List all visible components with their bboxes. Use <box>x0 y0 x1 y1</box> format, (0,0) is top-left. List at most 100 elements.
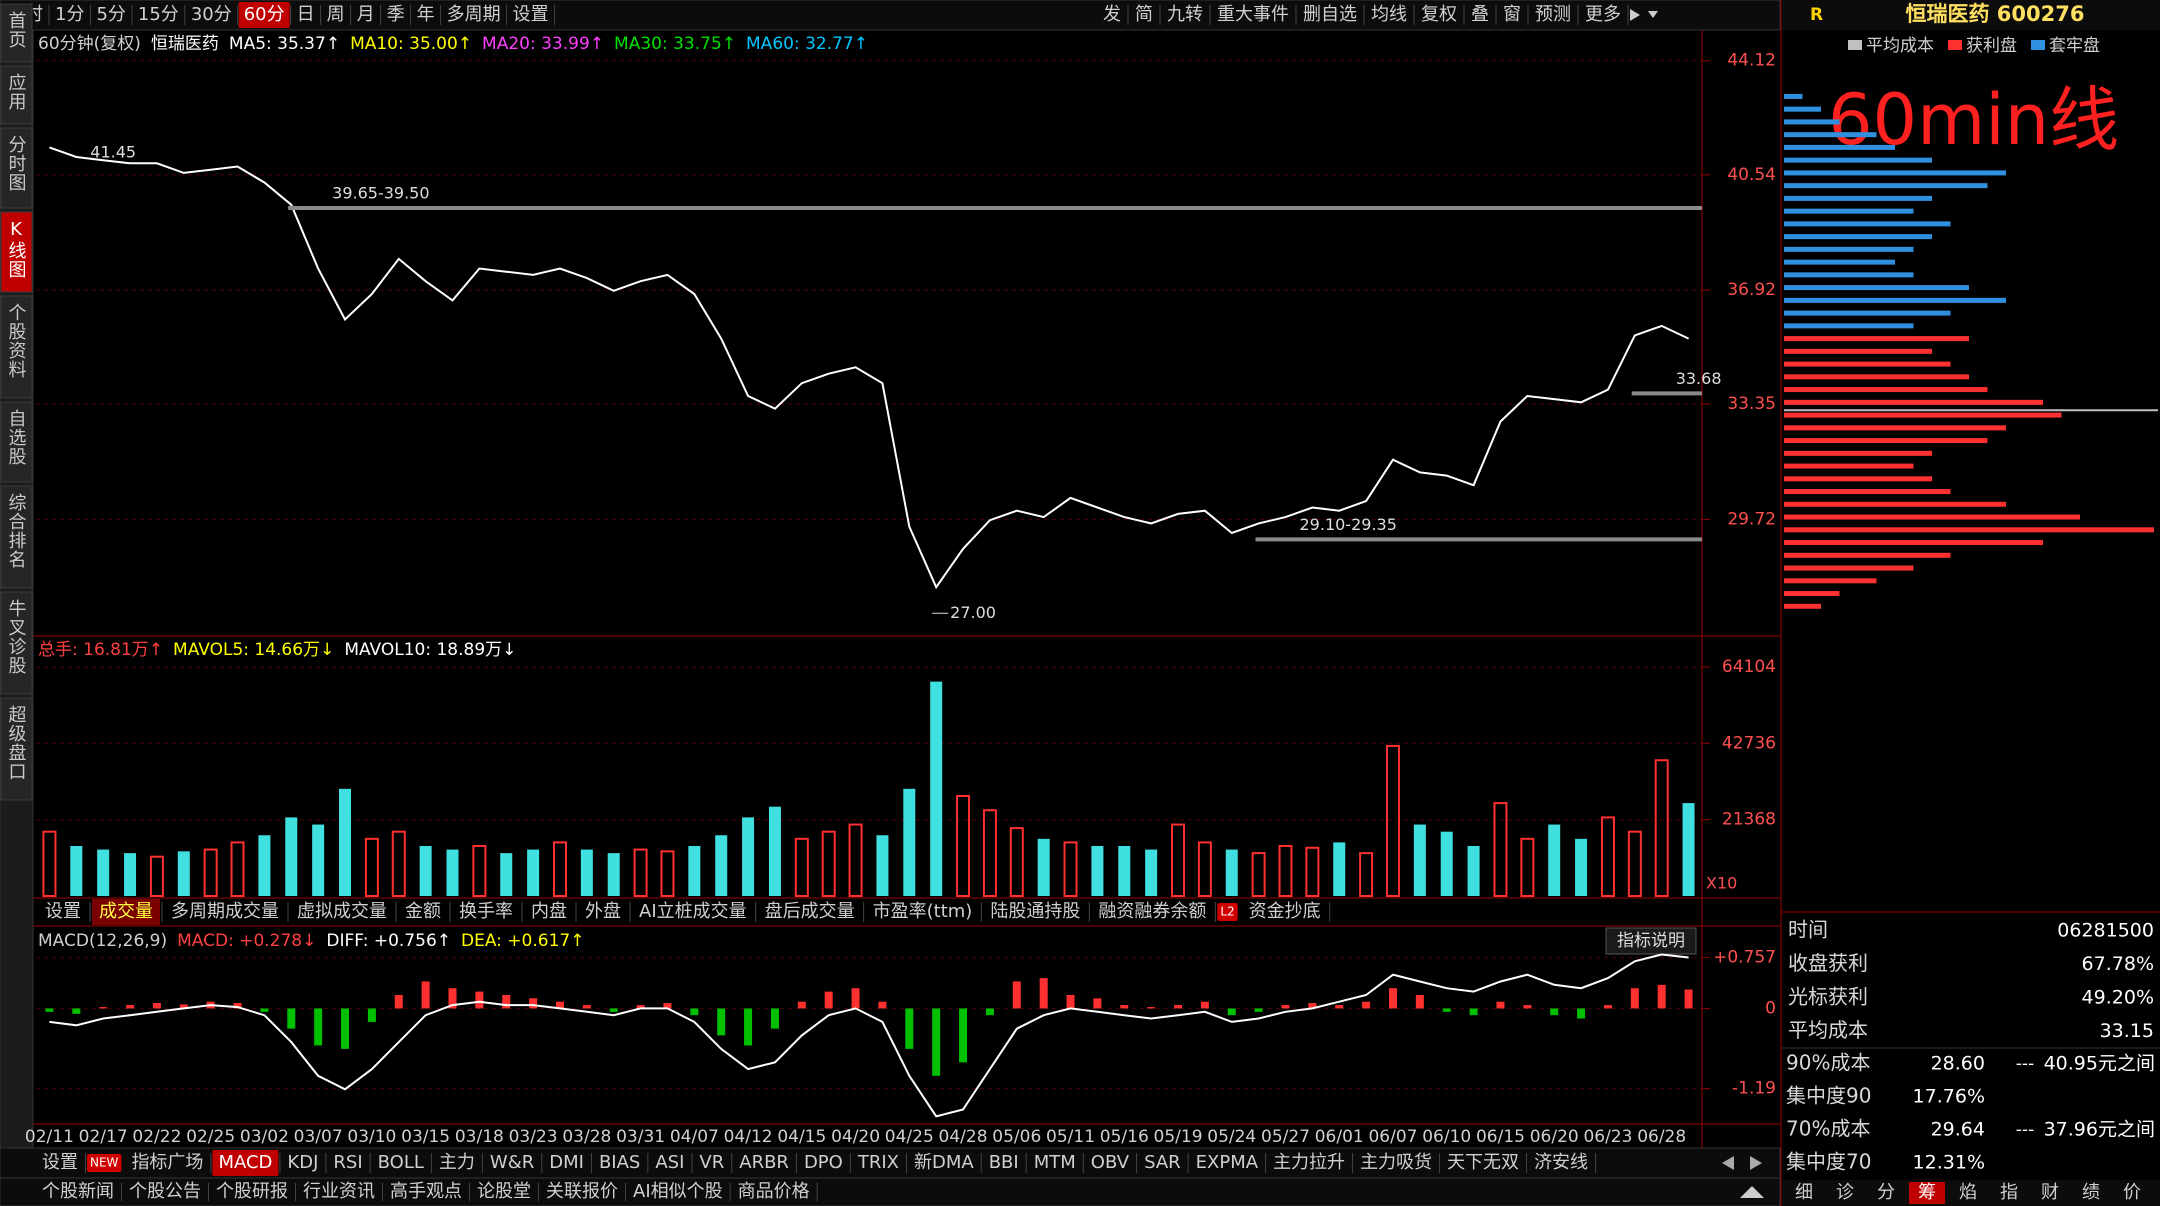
indicator-tab[interactable]: 济安线 <box>1534 1152 1588 1173</box>
collapse-button[interactable] <box>1740 1186 1764 1198</box>
period-tab[interactable]: 季 <box>387 4 405 25</box>
indicator-tab[interactable]: BOLL <box>378 1152 424 1173</box>
indicator-tab[interactable]: 主力拉升 <box>1273 1152 1345 1173</box>
sidebar-item[interactable]: K线图 <box>6 219 27 279</box>
news-tab[interactable]: 个股公告 <box>129 1181 201 1202</box>
toolbar-action[interactable]: 窗 <box>1503 4 1521 25</box>
toolbar-action[interactable]: 发 <box>1103 4 1121 25</box>
indicator-tab[interactable]: BBI <box>989 1152 1019 1173</box>
sidebar-item[interactable]: 个股资料 <box>6 303 27 379</box>
panel-tab[interactable]: 诊 <box>1836 1182 1854 1203</box>
news-tab[interactable]: 个股研报 <box>216 1181 288 1202</box>
toolbar-action[interactable]: 删自选 <box>1303 4 1357 25</box>
toolbar-action[interactable]: 更多 <box>1585 4 1621 25</box>
panel-tab[interactable]: 分 <box>1877 1182 1895 1203</box>
news-tab[interactable]: 高手观点 <box>390 1181 462 1202</box>
toolbar-action[interactable]: 九转 <box>1167 4 1203 25</box>
toolbar-action[interactable]: 简 <box>1135 4 1153 25</box>
period-tab[interactable]: 日 <box>297 4 315 25</box>
help-button[interactable] <box>1605 927 1697 955</box>
sidebar-item-bg[interactable] <box>0 697 33 801</box>
sidebar-item[interactable]: 超级盘口 <box>6 705 27 781</box>
sidebar-item-bg[interactable] <box>0 211 33 293</box>
panel-tab[interactable]: 指 <box>2000 1182 2018 1203</box>
indicator-tab[interactable]: MACD <box>218 1152 272 1173</box>
indicator-tab[interactable]: 设置 <box>42 1152 78 1173</box>
sidebar-item[interactable]: 首页 <box>6 11 27 49</box>
toolbar-action[interactable]: 复权 <box>1421 4 1457 25</box>
indicator-tab[interactable]: 市盈率(ttm) <box>873 901 973 922</box>
indicator-tab[interactable]: 资金抄底 <box>1249 901 1321 922</box>
indicator-tab[interactable]: KDJ <box>287 1152 318 1173</box>
sidebar-item[interactable]: 牛叉诊股 <box>6 599 27 675</box>
toolbar-action[interactable]: 重大事件 <box>1217 4 1289 25</box>
news-tab[interactable]: 关联报价 <box>546 1181 618 1202</box>
sidebar-item[interactable]: 综合排名 <box>6 493 27 569</box>
indicator-tab[interactable]: 外盘 <box>585 901 621 922</box>
indicator-tab[interactable]: 新DMA <box>914 1152 974 1173</box>
indicator-tab[interactable]: 成交量 <box>99 901 153 922</box>
indicator-tab[interactable]: 主力吸货 <box>1360 1152 1432 1173</box>
sidebar-item-bg[interactable] <box>0 65 33 125</box>
period-tab[interactable]: 60分 <box>244 4 285 25</box>
period-tab[interactable]: 月 <box>357 4 375 25</box>
indicator-tab[interactable]: 天下无双 <box>1447 1152 1519 1173</box>
period-tab[interactable]: 年 <box>417 4 435 25</box>
tab-bg[interactable] <box>212 1150 279 1176</box>
sidebar-item-bg[interactable] <box>0 3 33 63</box>
toolbar-action[interactable]: 叠 <box>1471 4 1489 25</box>
indicator-tab[interactable]: SAR <box>1144 1152 1181 1173</box>
panel-tab[interactable]: 焰 <box>1959 1182 1977 1203</box>
news-tab[interactable]: 个股新闻 <box>42 1181 114 1202</box>
indicator-tab[interactable]: ASI <box>655 1152 684 1173</box>
sidebar-item[interactable]: 应用 <box>6 73 27 111</box>
indicator-tab[interactable]: 换手率 <box>459 901 513 922</box>
indicator-tab[interactable]: 主力 <box>439 1152 475 1173</box>
panel-tab[interactable]: 细 <box>1795 1182 1813 1203</box>
indicator-tab[interactable]: 盘后成交量 <box>765 901 855 922</box>
news-tab[interactable]: 论股堂 <box>477 1181 531 1202</box>
indicator-tab[interactable]: 设置 <box>45 901 81 922</box>
indicator-tab[interactable]: OBV <box>1091 1152 1130 1173</box>
period-tab[interactable]: 多周期 <box>447 4 501 25</box>
indicator-tab[interactable]: DMI <box>549 1152 584 1173</box>
indicator-tab[interactable]: BIAS <box>599 1152 640 1173</box>
indicator-tab[interactable]: 指标广场 <box>131 1152 203 1173</box>
period-tab[interactable]: 15分 <box>138 4 179 25</box>
panel-tab[interactable]: 筹 <box>1918 1182 1936 1203</box>
indicator-tab[interactable]: MTM <box>1034 1152 1076 1173</box>
indicator-tab[interactable]: TRIX <box>857 1152 899 1173</box>
sidebar-item-bg[interactable] <box>0 401 33 483</box>
panel-tab[interactable]: 价 <box>2123 1182 2141 1203</box>
panel-tab[interactable]: 财 <box>2041 1182 2059 1203</box>
sidebar-item-bg[interactable] <box>0 295 33 399</box>
period-tab[interactable]: 30分 <box>191 4 232 25</box>
toolbar-action[interactable]: 预测 <box>1535 4 1571 25</box>
indicator-tab[interactable]: 多周期成交量 <box>171 901 279 922</box>
indicator-tab[interactable]: 虚拟成交量 <box>297 901 387 922</box>
period-tab[interactable]: 5分 <box>96 4 125 25</box>
period-tab[interactable]: 1分 <box>55 4 84 25</box>
indicator-tab[interactable]: 融资融券余额 <box>1098 901 1206 922</box>
sidebar-item-bg[interactable] <box>0 127 33 209</box>
tab-bg[interactable] <box>92 899 160 925</box>
indicator-tab[interactable]: ARBR <box>739 1152 789 1173</box>
scroll-right[interactable] <box>1750 1156 1762 1170</box>
news-tab[interactable]: 行业资讯 <box>303 1181 375 1202</box>
period-tab[interactable]: 设置 <box>513 4 549 25</box>
indicator-tab[interactable]: AI立桩成交量 <box>639 901 747 922</box>
toolbar-action[interactable]: 均线 <box>1371 4 1407 25</box>
panel-tab-bg[interactable] <box>1909 1182 1945 1204</box>
indicator-tab[interactable]: 内盘 <box>531 901 567 922</box>
indicator-tab[interactable]: VR <box>699 1152 724 1173</box>
sidebar-item-bg[interactable] <box>0 591 33 695</box>
sidebar-item[interactable]: 分时图 <box>6 135 27 192</box>
indicator-tab[interactable]: 陆股通持股 <box>990 901 1080 922</box>
indicator-tab[interactable]: RSI <box>333 1152 362 1173</box>
news-tab[interactable]: AI相似个股 <box>633 1181 723 1202</box>
news-tab[interactable]: 商品价格 <box>738 1181 810 1202</box>
scroll-left[interactable] <box>1722 1156 1734 1170</box>
sidebar-item-bg[interactable] <box>0 485 33 589</box>
indicator-tab[interactable]: W&R <box>490 1152 534 1173</box>
indicator-tab[interactable]: DPO <box>804 1152 843 1173</box>
